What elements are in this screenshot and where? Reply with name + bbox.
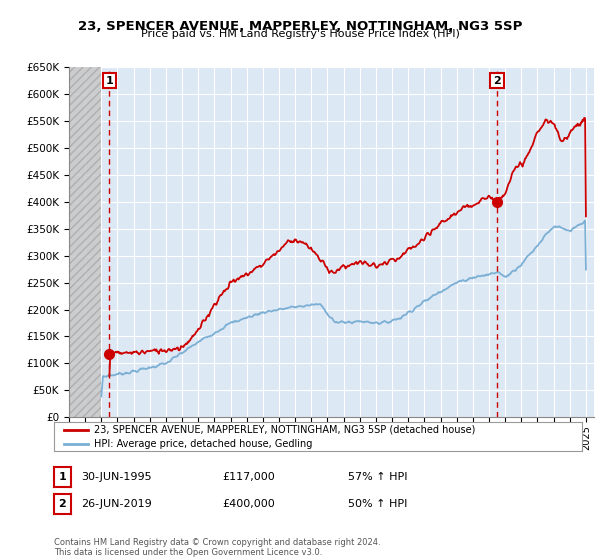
Text: 1: 1 [106,76,113,86]
Text: 2: 2 [59,499,66,509]
Text: 57% ↑ HPI: 57% ↑ HPI [348,472,407,482]
Text: Contains HM Land Registry data © Crown copyright and database right 2024.
This d: Contains HM Land Registry data © Crown c… [54,538,380,557]
Text: 23, SPENCER AVENUE, MAPPERLEY, NOTTINGHAM, NG3 5SP: 23, SPENCER AVENUE, MAPPERLEY, NOTTINGHA… [78,20,522,32]
Text: 26-JUN-2019: 26-JUN-2019 [81,499,152,509]
Text: 30-JUN-1995: 30-JUN-1995 [81,472,152,482]
Text: 23, SPENCER AVENUE, MAPPERLEY, NOTTINGHAM, NG3 5SP (detached house): 23, SPENCER AVENUE, MAPPERLEY, NOTTINGHA… [94,425,475,435]
Text: 2: 2 [493,76,501,86]
Text: Price paid vs. HM Land Registry's House Price Index (HPI): Price paid vs. HM Land Registry's House … [140,29,460,39]
Text: 1: 1 [59,472,66,482]
Text: £400,000: £400,000 [222,499,275,509]
Text: 50% ↑ HPI: 50% ↑ HPI [348,499,407,509]
Bar [69,67,101,417]
Text: £117,000: £117,000 [222,472,275,482]
Text: HPI: Average price, detached house, Gedling: HPI: Average price, detached house, Gedl… [94,438,312,449]
